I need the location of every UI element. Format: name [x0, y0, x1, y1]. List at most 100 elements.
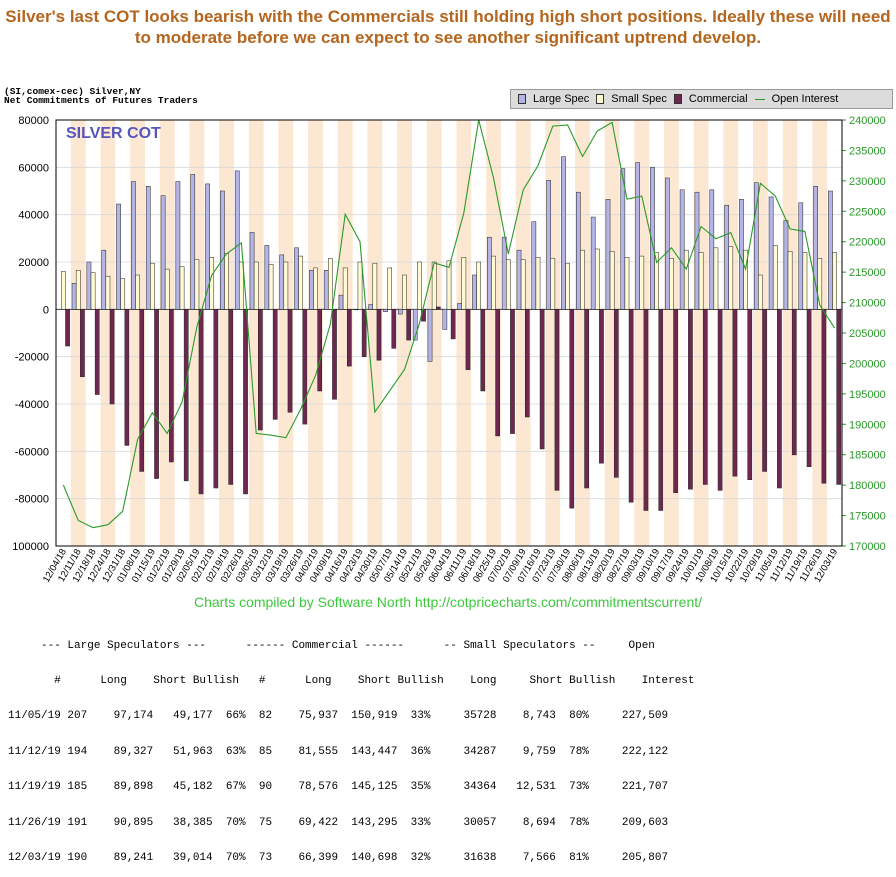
bar-commercial — [747, 309, 753, 480]
bar-small-spec — [239, 261, 244, 310]
shaded-band — [248, 120, 264, 546]
shaded-band — [278, 120, 294, 546]
bar-commercial — [762, 309, 767, 472]
bar-commercial — [272, 309, 278, 420]
bar-small-spec — [683, 249, 689, 310]
bar-small-spec — [728, 246, 734, 310]
bar-small-spec — [402, 274, 407, 310]
table-row: 11/12/19 194 89,327 51,963 63% 85 81,555… — [8, 745, 669, 758]
bar-commercial — [495, 309, 500, 437]
axes: 800006000040000200000-20000-40000-60000-… — [12, 115, 885, 585]
y-tick-label: 60000 — [18, 162, 49, 174]
bar-commercial — [94, 309, 100, 395]
y-tick-label: 40000 — [18, 210, 49, 222]
table-row: 12/03/19 190 89,241 39,014 70% 73 66,399… — [8, 851, 669, 864]
y2-tick-label: 210000 — [849, 298, 886, 310]
bar-large-spec — [116, 203, 121, 310]
bar-small-spec — [224, 253, 229, 310]
cot-data-table: --- Large Speculators --- ------ Commerc… — [8, 617, 695, 877]
bar-commercial — [658, 309, 664, 511]
bar-commercial — [243, 309, 248, 495]
y2-tick-label: 190000 — [849, 419, 886, 431]
y2-tick-label: 180000 — [849, 480, 886, 492]
bar-commercial — [613, 309, 619, 478]
bar-large-spec — [783, 220, 789, 310]
bar-large-spec — [501, 236, 507, 310]
bar-large-spec — [531, 221, 537, 310]
y-tick-label: 80000 — [18, 115, 49, 127]
bar-large-spec — [561, 156, 566, 310]
y2-tick-label: 220000 — [849, 237, 886, 249]
bar-large-spec — [768, 196, 774, 310]
bar-small-spec — [283, 261, 289, 310]
bar-small-spec — [535, 257, 541, 310]
headline: Silver's last COT looks bearish with the… — [5, 7, 891, 47]
bar-large-spec — [753, 182, 759, 310]
bar-large-spec — [249, 232, 255, 310]
table-row: 11/26/19 191 90,895 38,385 70% 75 69,422… — [8, 816, 669, 829]
legend-open-interest-label: Open Interest — [771, 93, 839, 105]
bar-large-spec — [309, 270, 314, 310]
commercial-swatch — [673, 94, 682, 104]
bar-small-spec — [268, 264, 274, 310]
bar-small-spec — [772, 245, 778, 310]
bar-large-spec — [487, 236, 492, 310]
table-column-header: # Long Short Bullish # Long Short Bullis… — [8, 674, 695, 687]
bar-small-spec — [669, 258, 674, 310]
open-interest-line — [62, 119, 836, 529]
bar-commercial — [213, 309, 219, 489]
plot-frame — [55, 119, 843, 547]
bar-commercial — [332, 309, 337, 400]
open-interest-series — [62, 119, 836, 529]
bar-small-spec — [75, 270, 81, 310]
bar-large-spec — [620, 168, 626, 310]
bar-commercial — [228, 309, 234, 485]
bar-small-spec — [713, 247, 719, 310]
bar-small-spec — [505, 259, 511, 310]
bar-small-spec — [253, 261, 259, 310]
bar-large-spec — [398, 309, 403, 315]
bar-small-spec — [150, 262, 155, 310]
bar-small-spec — [624, 257, 630, 310]
bar-small-spec — [446, 260, 452, 310]
legend-large-spec: Large Spec — [518, 93, 589, 105]
shaded-bands — [56, 120, 842, 546]
bar-commercial — [702, 309, 708, 485]
bar-small-spec — [565, 262, 570, 310]
bar-small-spec — [61, 271, 66, 310]
bar-large-spec — [205, 183, 210, 310]
bar-small-spec — [209, 257, 215, 310]
bar-commercial — [302, 309, 308, 425]
legend-commercial-label: Commercial — [688, 93, 748, 105]
y2-tick-label: 195000 — [849, 389, 886, 401]
bar-large-spec — [798, 202, 804, 310]
bar-small-spec — [194, 259, 200, 310]
bar-commercial — [465, 309, 471, 370]
bar-commercial — [435, 306, 441, 310]
bar-commercial — [361, 309, 367, 357]
bar-large-spec — [101, 249, 107, 310]
bar-small-spec — [491, 255, 496, 310]
bar-large-spec — [220, 190, 225, 310]
bar-large-spec — [546, 180, 551, 310]
bar-large-spec — [457, 303, 463, 310]
bar-commercial — [109, 309, 115, 405]
bar-large-spec — [605, 199, 611, 310]
y2-tick-label: 225000 — [849, 206, 886, 218]
bar-commercial — [539, 309, 545, 450]
bar-large-spec — [368, 304, 374, 310]
y2-tick-label: 170000 — [849, 541, 886, 553]
bar-large-spec — [442, 309, 448, 330]
bar-large-spec — [516, 249, 522, 310]
shaded-band — [337, 120, 353, 546]
shaded-band — [308, 120, 323, 546]
bar-large-spec — [679, 189, 685, 310]
legend-large-spec-label: Large Spec — [533, 93, 590, 105]
bar-commercial — [791, 309, 797, 456]
symbol-header: (SI,comex-cec) Silver,NY — [4, 86, 141, 97]
bar-large-spec — [131, 181, 136, 310]
bar-commercial — [258, 309, 263, 431]
bar-commercial — [688, 309, 693, 490]
bar-large-spec — [709, 189, 715, 310]
bar-commercial — [717, 309, 723, 491]
